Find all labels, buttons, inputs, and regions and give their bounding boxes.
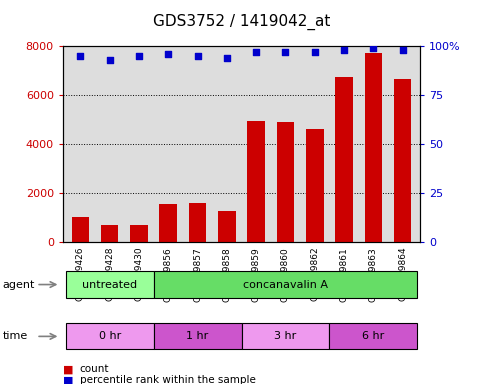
Point [76,53,84,59]
Text: percentile rank within the sample: percentile rank within the sample [80,375,256,384]
Bar [365,53,382,242]
Bar [159,204,177,242]
Bar [247,121,265,242]
Point [252,49,260,55]
Point [369,45,377,51]
Point [399,47,407,53]
Point [223,55,231,61]
Text: ■: ■ [63,375,73,384]
Point [164,51,172,57]
Point [282,49,289,55]
Text: 0 hr: 0 hr [99,331,121,341]
Bar [71,217,89,242]
Point [194,53,201,59]
Text: 1 hr: 1 hr [186,331,209,341]
Text: untreated: untreated [82,280,137,290]
Text: GDS3752 / 1419042_at: GDS3752 / 1419042_at [153,13,330,30]
Bar [101,225,118,242]
Text: ■: ■ [63,364,73,374]
Point [340,47,348,53]
Bar [130,225,148,242]
Text: concanavalin A: concanavalin A [243,280,328,290]
Bar [394,79,412,242]
Bar [306,129,324,242]
Text: agent: agent [2,280,35,290]
Text: 6 hr: 6 hr [362,331,384,341]
Bar [218,211,236,242]
Text: time: time [2,331,28,341]
Bar [277,122,294,242]
Text: count: count [80,364,109,374]
Point [311,49,319,55]
Point [135,53,143,59]
Point [106,57,114,63]
Bar [335,77,353,242]
Text: 3 hr: 3 hr [274,331,297,341]
Bar [189,203,206,242]
